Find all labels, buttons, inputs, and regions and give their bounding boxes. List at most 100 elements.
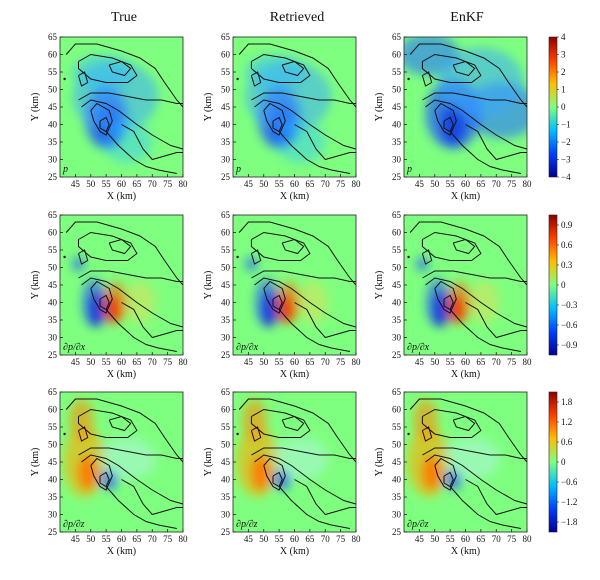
contour-line <box>281 415 305 432</box>
contour-line <box>278 131 350 174</box>
contour-line <box>251 447 356 459</box>
y-tick-label: 45 <box>48 280 58 290</box>
y-tick-label: 65 <box>221 387 231 397</box>
colorbar-tick-label: 0 <box>561 280 566 290</box>
contour-line <box>99 116 110 133</box>
x-tick-label: 60 <box>117 179 127 189</box>
x-axis-label: X (km) <box>107 369 136 380</box>
x-tick-label: 65 <box>132 534 142 544</box>
x-tick-label: 55 <box>102 179 112 189</box>
colorbar-tick-label: 1.2 <box>561 417 572 427</box>
y-tick-label: 60 <box>48 228 58 238</box>
y-tick-label: 65 <box>221 210 231 220</box>
colorbar-tick-label: 1 <box>561 85 566 95</box>
contour-line <box>250 426 262 442</box>
panel-dpdz-enkf: 45 50 55 60 65 70 75 80 25 30 35 40 45 50 55 60 65 X (km)… <box>374 387 532 557</box>
colorbar-p: 4 3 2 1 0 −1 −2 −3 −4 <box>548 32 571 182</box>
contour-line <box>65 43 183 108</box>
contour-line <box>272 294 283 311</box>
y-tick-label: 40 <box>48 475 58 485</box>
contour-line <box>238 398 356 463</box>
y-tick-label: 25 <box>221 527 231 537</box>
field-feature <box>72 257 85 271</box>
y-tick-label: 30 <box>48 510 58 520</box>
contour-line <box>105 309 177 352</box>
x-axis-label: X (km) <box>107 191 136 202</box>
contour-line <box>409 43 527 108</box>
y-tick-label: 45 <box>392 457 402 467</box>
contour-line <box>254 454 332 494</box>
x-tick-label: 55 <box>275 534 285 544</box>
contour-line <box>263 457 286 491</box>
field-feature <box>416 257 429 271</box>
x-tick-label: 75 <box>336 534 346 544</box>
y-tick-label: 35 <box>48 137 58 147</box>
x-axis-label: X (km) <box>451 546 480 557</box>
colorbar-bar <box>548 391 558 533</box>
field-label: ∂p/∂x <box>63 342 86 353</box>
x-tick-label: 45 <box>415 357 425 367</box>
field-blobs <box>72 54 159 163</box>
colorbar-tick-label: −0.3 <box>561 300 578 310</box>
x-tick-label: 45 <box>71 534 81 544</box>
contour-line <box>452 60 476 77</box>
contour-line <box>502 316 527 328</box>
y-tick-label: 25 <box>221 350 231 360</box>
x-tick-label: 65 <box>476 357 486 367</box>
y-tick-label: 65 <box>48 32 58 42</box>
x-tick-label: 75 <box>163 179 173 189</box>
contour-lines <box>238 221 356 352</box>
contour-line <box>272 116 283 133</box>
contour-line <box>294 302 356 339</box>
x-axis-label: X (km) <box>451 369 480 380</box>
y-axis-label: Y (km) <box>374 271 385 300</box>
contour-lines <box>409 221 527 352</box>
field-blobs <box>416 257 500 327</box>
contour-line <box>409 221 527 286</box>
marker-dot <box>236 432 239 436</box>
colorbar-tick-label: 0 <box>561 102 566 112</box>
y-tick-label: 45 <box>392 280 402 290</box>
colorbar-tick-label: −1 <box>561 120 571 130</box>
contour-line <box>78 249 89 265</box>
y-tick-label: 50 <box>392 263 402 273</box>
colorbar-dpdz: 1.8 1.2 0.6 0 −0.6 −1.2 −1.8 <box>548 391 578 533</box>
field-label: p <box>62 164 68 175</box>
panel-dpdx-enkf: 45 50 55 60 65 70 75 80 25 30 35 40 45 50 55 60 65 X (km)… <box>374 210 532 380</box>
contour-line <box>254 99 332 139</box>
x-tick-label: 55 <box>102 534 112 544</box>
colorbar-tick-label: −1.8 <box>561 517 578 527</box>
contour-line <box>294 124 356 161</box>
y-tick-label: 60 <box>392 405 402 415</box>
contour-line <box>263 102 286 136</box>
field-label: ∂p/∂z <box>63 519 85 530</box>
field-feature <box>124 281 156 324</box>
x-tick-label: 45 <box>71 179 81 189</box>
marker-dot <box>236 77 239 81</box>
y-tick-label: 55 <box>392 422 402 432</box>
field-feature <box>103 281 128 324</box>
x-tick-label: 80 <box>179 534 189 544</box>
contour-line <box>421 71 433 87</box>
x-tick-label: 45 <box>244 179 254 189</box>
contour-line <box>421 426 433 442</box>
y-tick-label: 60 <box>221 228 231 238</box>
x-tick-label: 50 <box>430 357 440 367</box>
y-tick-label: 50 <box>392 85 402 95</box>
contour-lines <box>409 398 527 529</box>
y-tick-label: 40 <box>48 298 58 308</box>
contour-line <box>425 454 503 494</box>
x-tick-label: 75 <box>507 534 517 544</box>
contour-line <box>90 457 113 491</box>
y-tick-label: 40 <box>392 120 402 130</box>
y-tick-label: 60 <box>392 228 402 238</box>
y-tick-label: 25 <box>392 527 402 537</box>
contour-line <box>78 447 183 459</box>
contour-line <box>465 124 527 161</box>
contour-line <box>434 457 457 491</box>
x-tick-label: 45 <box>244 357 254 367</box>
x-tick-label: 75 <box>163 534 173 544</box>
y-tick-label: 30 <box>48 333 58 343</box>
contour-line <box>81 277 159 317</box>
y-tick-label: 25 <box>48 172 58 182</box>
